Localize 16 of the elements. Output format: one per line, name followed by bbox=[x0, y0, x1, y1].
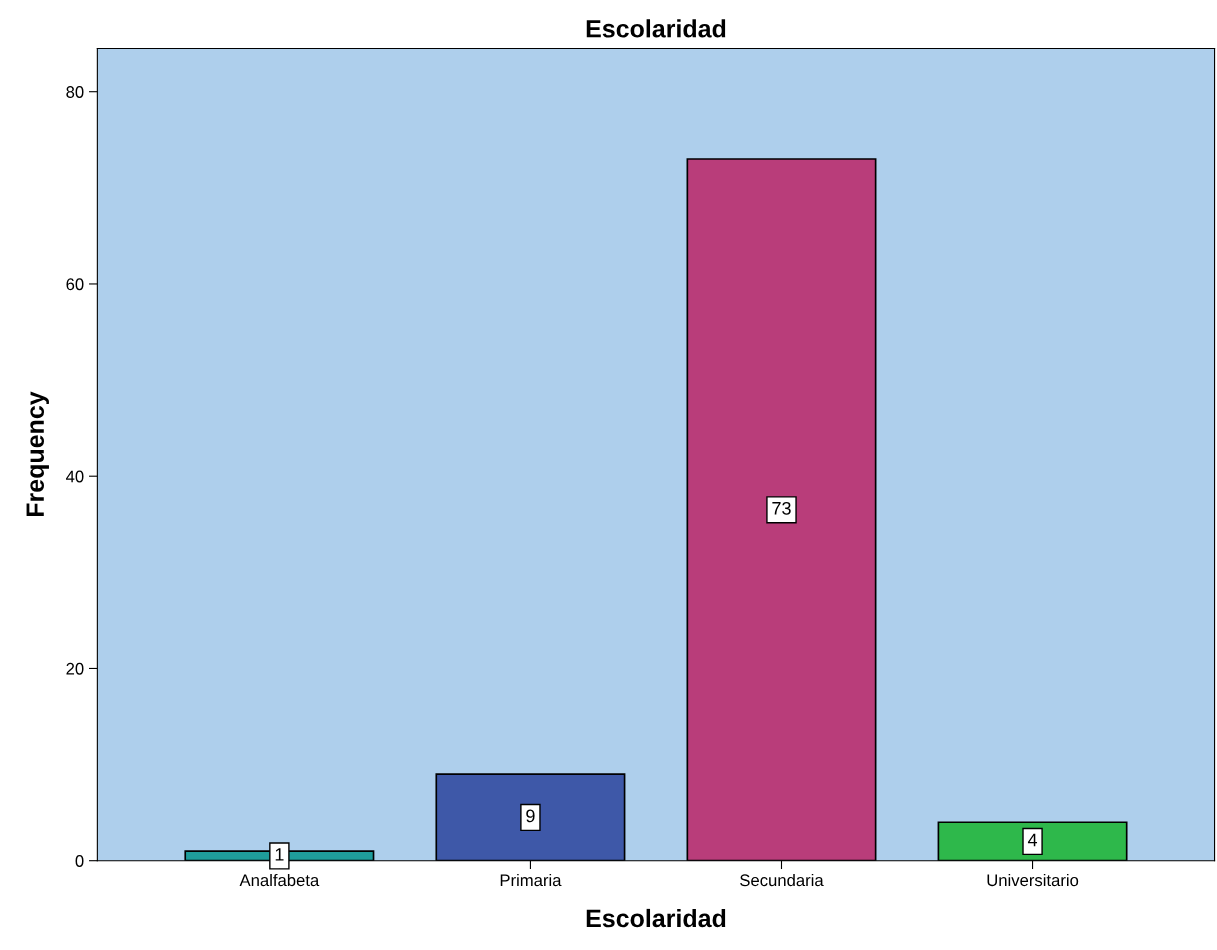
chart-title: Escolaridad bbox=[586, 19, 726, 38]
y-tick-label: 20 bbox=[66, 662, 84, 675]
data-label: 9 bbox=[526, 809, 535, 823]
y-tick-label: 60 bbox=[66, 278, 84, 291]
data-label: 1 bbox=[275, 848, 284, 861]
x-axis-title: Escolaridad bbox=[586, 908, 726, 928]
y-tick-label: 80 bbox=[66, 86, 84, 98]
x-tick-label: Primaria bbox=[500, 873, 562, 887]
data-label: 73 bbox=[772, 501, 791, 515]
y-tick-label: 0 bbox=[75, 855, 84, 867]
y-tick-label: 40 bbox=[66, 470, 84, 483]
x-tick-label: Analfabeta bbox=[239, 873, 320, 887]
x-tick-label: Secundaria bbox=[740, 873, 824, 887]
x-tick-label: Universitario bbox=[987, 873, 1079, 887]
data-label: 4 bbox=[1027, 833, 1038, 847]
y-axis-title: Frequency bbox=[26, 391, 49, 517]
